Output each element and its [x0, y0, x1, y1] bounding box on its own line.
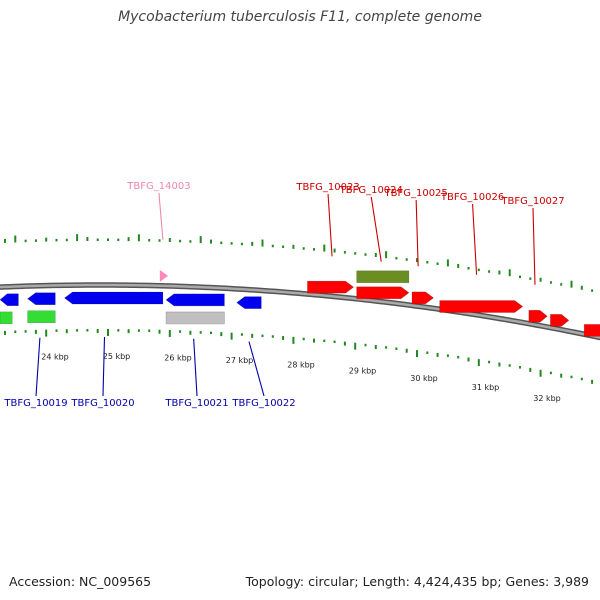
leader-line: [472, 203, 478, 275]
scale-tick-label: 24 kbp: [41, 352, 69, 361]
leader-line: [158, 192, 164, 240]
gene-label-tbfg_10025[interactable]: TBFG_10025: [384, 188, 448, 199]
scale-tick-label: 32 kbp: [533, 394, 561, 403]
leader-line: [193, 338, 198, 397]
feature-cds-10[interactable]: [356, 286, 410, 300]
feature-misc-7[interactable]: [165, 311, 225, 325]
leader-line: [415, 199, 419, 267]
feature-cds-1[interactable]: [27, 292, 56, 306]
leader-line: [248, 341, 265, 397]
gene-label-tbfg_14003[interactable]: TBFG_14003: [126, 181, 190, 192]
feature-track: [0, 269, 600, 337]
map-title: Mycobacterium tuberculosis F11, complete…: [118, 9, 482, 25]
gene-label-layer: TBFG_10019 TBFG_10020 TBFG_10021 TBFG_10022…: [3, 181, 564, 409]
feature-misc-16[interactable]: [356, 270, 410, 284]
feature-misc-5[interactable]: [0, 311, 13, 325]
feature-cds-12[interactable]: [439, 300, 524, 313]
gc-skew-track: [4, 234, 594, 384]
feature-cds-0[interactable]: [0, 293, 19, 307]
feature-misc-6[interactable]: [27, 310, 56, 324]
scale-tick-label: 27 kbp: [226, 356, 254, 365]
backbone-line: [0, 283, 600, 339]
scale-tick-label: 29 kbp: [349, 366, 377, 375]
gene-label-tbfg_10020[interactable]: TBFG_10020: [70, 398, 134, 409]
feature-cds-11[interactable]: [411, 291, 435, 305]
scale-tick-label: 25 kbp: [103, 352, 131, 361]
feature-cds-15[interactable]: [583, 324, 600, 337]
genome-backbone: [0, 282, 600, 341]
feature-cds-4[interactable]: [236, 296, 262, 309]
scale-ticks: 24 kbp 25 kbp 26 kbp 27 kbp 28 kbp 29 kbp 30 k…: [41, 352, 561, 403]
topology-text: Topology: circular; Length: 4,424,435 bp…: [245, 574, 589, 589]
gene-label-tbfg_10024[interactable]: TBFG_10024: [339, 185, 403, 196]
scale-tick-label: 28 kbp: [287, 360, 315, 369]
gene-label-tbfg_10019[interactable]: TBFG_10019: [3, 398, 67, 409]
leader-line: [35, 337, 41, 397]
leader-line: [370, 196, 382, 262]
feature-cds-2[interactable]: [64, 291, 164, 305]
feature-cds-9[interactable]: [307, 280, 355, 294]
scale-tick-label: 30 kbp: [410, 374, 438, 383]
scale-tick-label: 31 kbp: [472, 383, 500, 392]
feature-cds-13[interactable]: [528, 310, 548, 323]
gene-label-tbfg_10026[interactable]: TBFG_10026: [440, 192, 504, 203]
gene-label-tbfg_10021[interactable]: TBFG_10021: [164, 398, 228, 409]
scale-tick-label: 26 kbp: [164, 353, 192, 362]
gene-label-tbfg_10027[interactable]: TBFG_10027: [500, 196, 564, 207]
gene-label-tbfg_10022[interactable]: TBFG_10022: [231, 398, 295, 409]
accession-text: Accession: NC_009565: [9, 574, 152, 589]
feature-cds-14[interactable]: [550, 314, 570, 327]
gene-label-tbfg_10023[interactable]: TBFG_10023: [295, 182, 359, 193]
gene-marker-8[interactable]: [159, 269, 168, 282]
leader-line: [102, 336, 106, 397]
feature-cds-3[interactable]: [165, 293, 225, 307]
leader-line: [532, 207, 536, 285]
leader-line: [327, 193, 333, 257]
